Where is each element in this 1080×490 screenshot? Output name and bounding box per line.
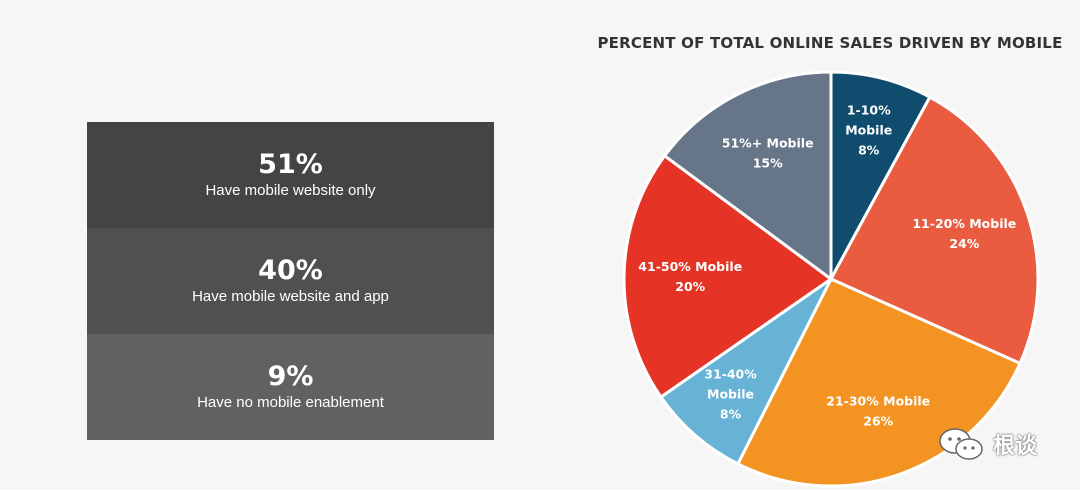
stats-panel: 51% Have mobile website only 40% Have mo… — [87, 122, 494, 440]
pie-slice — [658, 277, 833, 466]
pie-slice — [622, 153, 834, 400]
stat-label: Have mobile website and app — [192, 288, 389, 305]
slice-label: 1-10% Mobile 8% — [845, 103, 892, 158]
slice-label: 41-50% Mobile 20% — [638, 259, 742, 294]
wechat-icon — [939, 428, 983, 460]
pie-slice — [662, 70, 833, 282]
pie-slice — [829, 70, 932, 280]
stat-percent: 51% — [258, 149, 323, 180]
watermark: 根谈 — [937, 424, 1037, 464]
stat-percent: 9% — [267, 361, 314, 392]
stat-block-website-and-app: 40% Have mobile website and app — [87, 228, 494, 334]
slice-label: 31-40% Mobile 8% — [704, 367, 757, 422]
stat-percent: 40% — [258, 255, 323, 286]
stat-block-website-only: 51% Have mobile website only — [87, 122, 494, 228]
slice-label: 21-30% Mobile 26% — [826, 394, 930, 429]
stat-block-no-mobile: 9% Have no mobile enablement — [87, 334, 494, 440]
slice-label: 11-20% Mobile 24% — [912, 216, 1016, 251]
chart-title: PERCENT OF TOTAL ONLINE SALES DRIVEN BY … — [597, 34, 1063, 52]
watermark-text: 根谈 — [993, 434, 1038, 459]
stat-label: Have mobile website only — [205, 182, 376, 199]
stat-label: Have no mobile enablement — [197, 394, 384, 411]
pie-slice — [828, 95, 1040, 366]
slice-label: 51%+ Mobile 15% — [722, 135, 814, 170]
